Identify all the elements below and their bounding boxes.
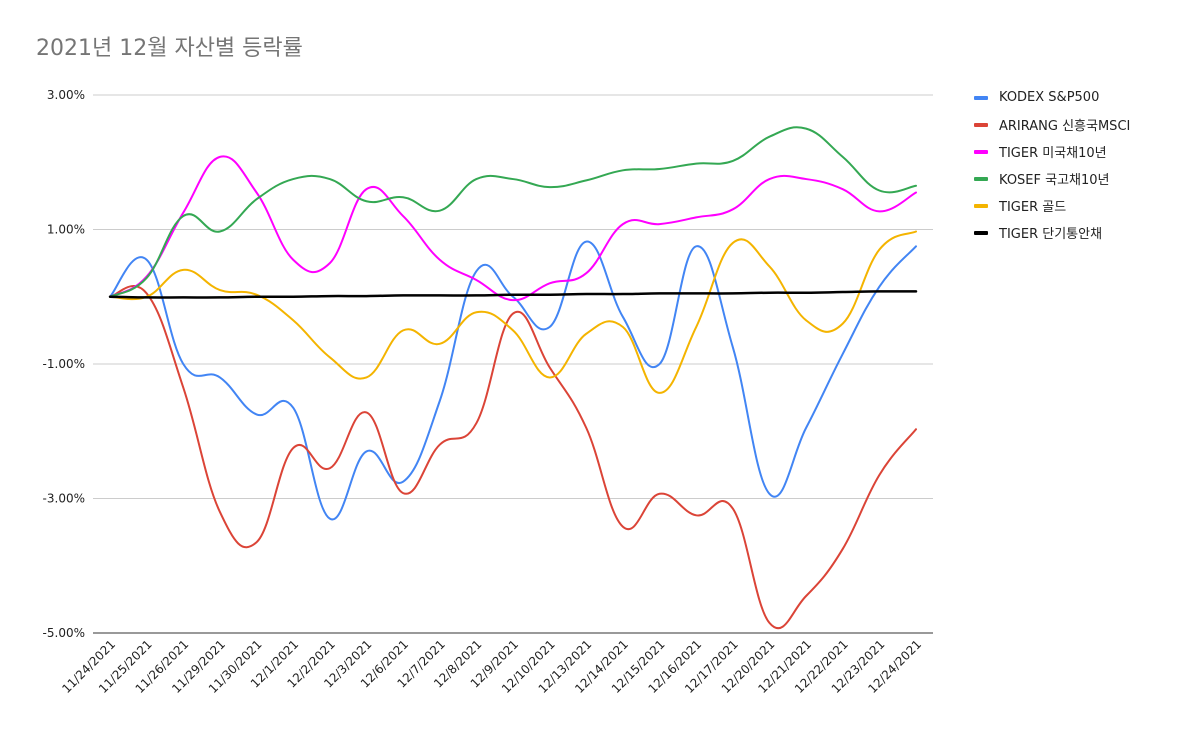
legend-label: KODEX S&P500 (999, 90, 1100, 105)
series-line-3 (109, 126, 917, 298)
legend-item[interactable]: TIGER 골드 (974, 192, 1130, 219)
series-line-1 (109, 285, 917, 630)
legend-item[interactable]: ARIRANG 신흥국MSCI (974, 111, 1130, 138)
legend-item[interactable]: KODEX S&P500 (974, 84, 1130, 111)
y-tick-label: 1.00% (47, 223, 85, 237)
y-axis-ticks: 3.00% 1.00% -1.00% -3.00% -5.00% (43, 88, 85, 640)
legend-item[interactable]: TIGER 단기통안채 (974, 219, 1130, 246)
y-tick-label: 3.00% (47, 88, 85, 102)
legend-swatch (974, 95, 988, 100)
legend-label: TIGER 골드 (999, 200, 1067, 215)
legend-item[interactable]: TIGER 미국채10년 (974, 138, 1130, 165)
series-line-2 (109, 155, 917, 302)
chart-legend: KODEX S&P500 ARIRANG 신흥국MSCI TIGER 미국채10년 K… (974, 84, 1130, 246)
chart-title: 2021년 12월 자산별 등락률 (36, 36, 303, 61)
y-tick-label: -1.00% (43, 357, 85, 371)
legend-label: TIGER 단기통안채 (999, 227, 1103, 242)
series-lines (108, 126, 918, 630)
legend-label: KOSEF 국고채10년 (999, 173, 1110, 188)
legend-item[interactable]: KOSEF 국고채10년 (974, 165, 1130, 192)
series-line-5 (108, 290, 918, 299)
y-tick-label: -3.00% (43, 492, 85, 506)
legend-swatch (974, 149, 988, 154)
series-line-4 (109, 230, 917, 394)
legend-label: TIGER 미국채10년 (999, 146, 1107, 161)
y-tick-label: -5.00% (43, 626, 85, 640)
legend-swatch (974, 230, 988, 235)
grid-lines (93, 94, 933, 634)
legend-swatch (974, 122, 988, 127)
legend-swatch (974, 176, 988, 181)
legend-swatch (974, 203, 988, 208)
series-line-0 (109, 240, 917, 521)
legend-label: ARIRANG 신흥국MSCI (999, 119, 1131, 134)
x-axis-ticks: 11/24/202111/25/202111/26/202111/29/2021… (59, 637, 924, 696)
